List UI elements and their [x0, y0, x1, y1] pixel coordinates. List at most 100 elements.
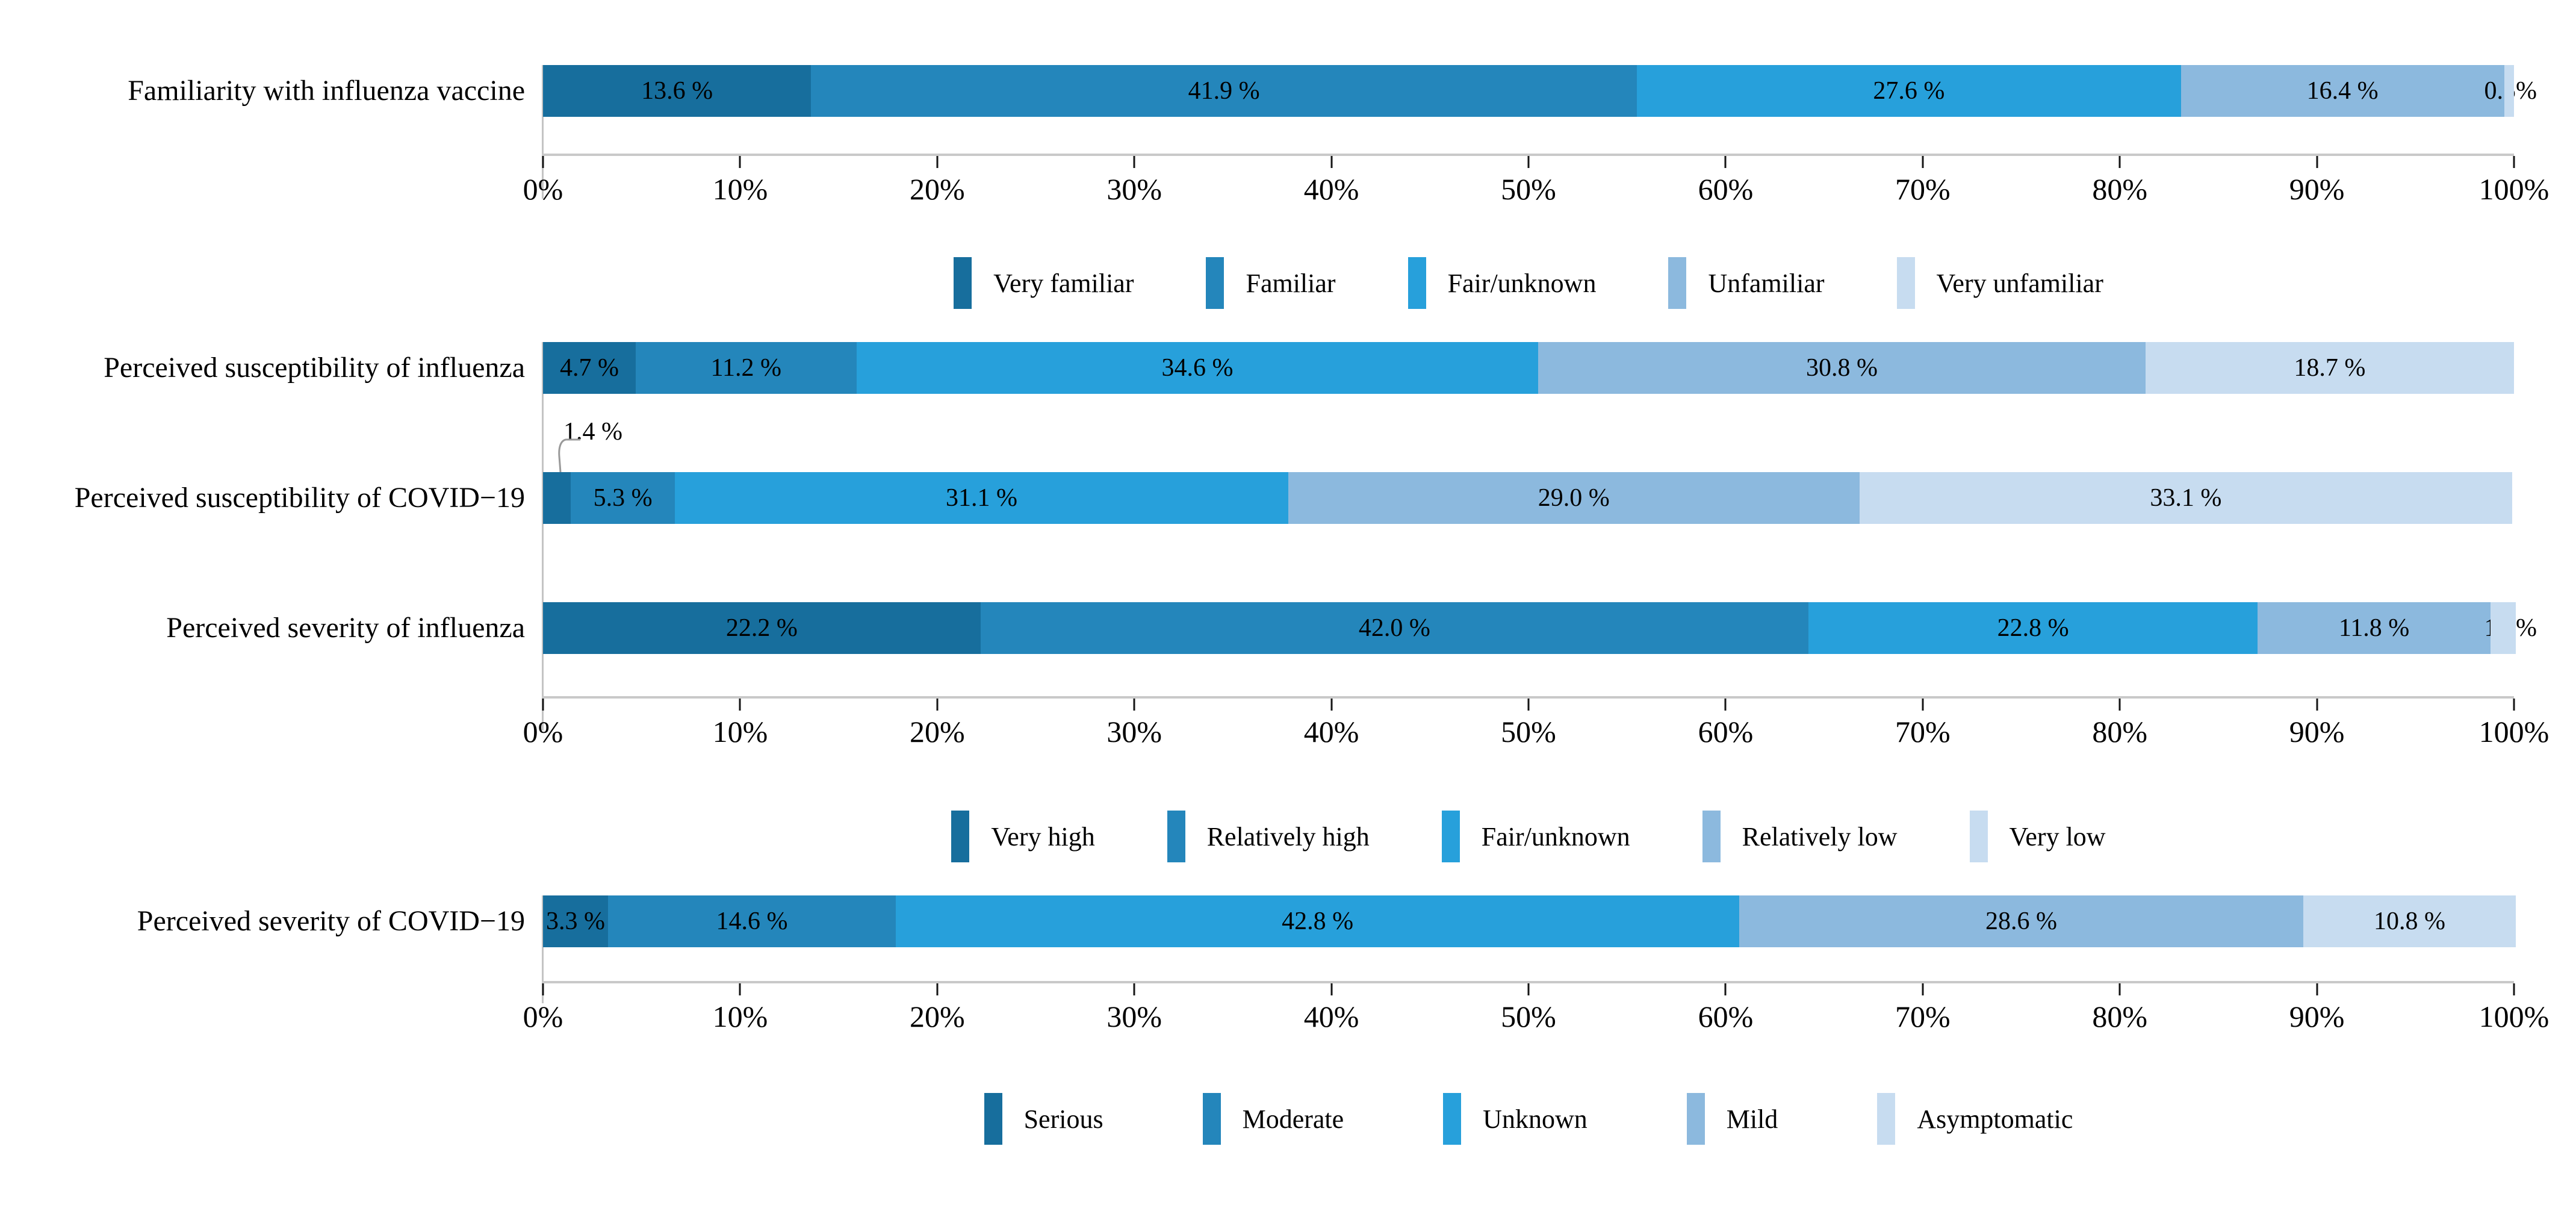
value-label: 16.4 % [2306, 77, 2379, 105]
x-axis-tick-label: 30% [1106, 715, 1162, 749]
x-axis-tick [542, 699, 544, 711]
bar-segment: 42.0 % [980, 602, 1808, 654]
x-axis-tick-label: 60% [1698, 715, 1754, 749]
x-axis-tick-label: 20% [909, 715, 965, 749]
x-axis-tick [936, 699, 939, 711]
bar-segment: 5.3 % [570, 472, 675, 524]
x-axis-tick-label: 40% [1303, 172, 1359, 206]
x-axis-tick-label: 10% [712, 1000, 768, 1033]
x-axis-baseline [542, 981, 2514, 983]
bar-segment: 28.6 % [1739, 895, 2303, 947]
legend-swatch [1167, 811, 1185, 862]
x-axis-tick [1133, 983, 1135, 995]
x-axis-tick [739, 983, 741, 995]
x-axis-tick-label: 20% [909, 1000, 965, 1033]
legend-label: Very low [2009, 821, 2106, 851]
legend-label: Mild [1726, 1104, 1778, 1134]
bar-segment: 14.6 % [608, 895, 896, 947]
x-axis: 0% 10% 20% 30% 40% 50% 60% 70% 80% 90% 100% [0, 696, 2576, 756]
value-label: 29.0 % [1538, 484, 1610, 512]
x-axis-tick [739, 156, 741, 168]
value-label: 14.6 % [716, 907, 788, 935]
axis-spacer [0, 154, 543, 214]
legend: Very familiar Familiar Fair/unknown Unfamil… [543, 257, 2514, 309]
bar-segment [2504, 65, 2514, 117]
x-axis-tick [2118, 156, 2121, 168]
x-axis-tick-label: 10% [712, 172, 768, 206]
x-axis-tick [1527, 156, 1530, 168]
x-axis-baseline [542, 154, 2514, 156]
bar-segment: 30.8 % [1538, 342, 2146, 394]
value-label: 42.0 % [1358, 614, 1430, 642]
legend-item: Asymptomatic [1877, 1093, 2073, 1145]
legend-label: Fair/unknown [1447, 268, 1597, 298]
x-axis-tick [542, 983, 544, 995]
x-axis-tick-label: 0% [523, 1000, 563, 1033]
x-axis-tick-label: 60% [1698, 1000, 1754, 1033]
legend-swatch [1441, 811, 1460, 862]
category-label: Perceived severity of COVID−19 [137, 905, 525, 937]
bar-rows: Perceived severity of COVID−19 3.3 % 14.6 … [0, 895, 2576, 947]
x-axis: 0% 10% 20% 30% 40% 50% 60% 70% 80% 90% 100% [0, 981, 2576, 1041]
bar-rows: Perceived susceptibility of influenza 4.7… [0, 342, 2576, 654]
x-axis-tick [2316, 699, 2318, 711]
value-label: 11.2 % [710, 354, 781, 382]
category-label: Perceived susceptibility of influenza [104, 352, 525, 384]
value-label: 28.6 % [1985, 907, 2057, 935]
bar-segment [543, 472, 571, 524]
legend-swatch [1202, 1093, 1221, 1145]
x-axis-tick-label: 20% [909, 172, 965, 206]
legend-item: Moderate [1202, 1093, 1344, 1145]
x-axis-tick-label: 80% [2092, 172, 2148, 206]
x-axis: 0% 10% 20% 30% 40% 50% 60% 70% 80% 90% 100% [0, 154, 2576, 214]
y-axis-line [542, 895, 544, 1003]
legend-item: Very high [951, 811, 1095, 862]
bar-segment: 11.2 % [635, 342, 857, 394]
y-axis-line [542, 342, 544, 730]
legend-label: Unknown [1483, 1104, 1587, 1134]
bar-segment: 33.1 % [1860, 472, 2512, 524]
legend-swatch [951, 811, 970, 862]
legend-item: Relatively high [1167, 811, 1370, 862]
x-axis-tick [739, 699, 741, 711]
legend-label: Relatively low [1742, 821, 1898, 851]
x-axis-tick-label: 100% [2478, 1000, 2550, 1033]
x-axis-tick [2316, 156, 2318, 168]
value-label: 30.8 % [1806, 354, 1878, 382]
callout-leader-line [558, 438, 580, 473]
x-axis-tick-label: 80% [2092, 715, 2148, 749]
x-axis-scale: 0% 10% 20% 30% 40% 50% 60% 70% 80% 90% 100% [523, 981, 2549, 1041]
legend-swatch [1969, 811, 1988, 862]
bar-segment: 11.8 % [2258, 602, 2491, 654]
legend-swatch [1443, 1093, 1462, 1145]
bar-segment [2490, 602, 2516, 654]
legend-label: Asymptomatic [1917, 1104, 2073, 1134]
bar-segment: 13.6 % [543, 65, 812, 117]
x-axis-tick-label: 10% [712, 715, 768, 749]
x-axis-tick-label: 70% [1895, 715, 1951, 749]
legend-item: Familiar [1206, 257, 1336, 309]
bar-row: Perceived severity of COVID−19 3.3 % 14.6 … [0, 895, 2576, 947]
legend-label: Very unfamiliar [1936, 268, 2103, 298]
legend-swatch [1896, 257, 1915, 309]
x-axis-tick [936, 983, 939, 995]
legend-swatch [1686, 1093, 1705, 1145]
chart-perceived-severity-covid19: Perceived severity of COVID−19 3.3 % 14.6 … [0, 895, 2576, 1145]
legend-swatch [1702, 811, 1721, 862]
x-axis-tick-label: 0% [523, 172, 563, 206]
x-axis-tick-label: 100% [2478, 715, 2550, 749]
x-axis-tick [936, 156, 939, 168]
value-label: 31.1 % [945, 484, 1017, 512]
legend-label: Relatively high [1206, 821, 1370, 851]
legend-label: Very familiar [993, 268, 1134, 298]
x-axis-tick [1330, 699, 1333, 711]
x-axis-tick-label: 40% [1303, 1000, 1359, 1033]
x-axis-tick-label: 90% [2289, 715, 2345, 749]
legend-item: Unknown [1443, 1093, 1587, 1145]
x-axis-tick [2513, 983, 2515, 995]
value-label: 4.7 % [559, 354, 619, 382]
bar-segment: 27.6 % [1637, 65, 2181, 117]
legend-item: Fair/unknown [1441, 811, 1630, 862]
legend-swatch [984, 1093, 1002, 1145]
legend-item: Serious [984, 1093, 1103, 1145]
